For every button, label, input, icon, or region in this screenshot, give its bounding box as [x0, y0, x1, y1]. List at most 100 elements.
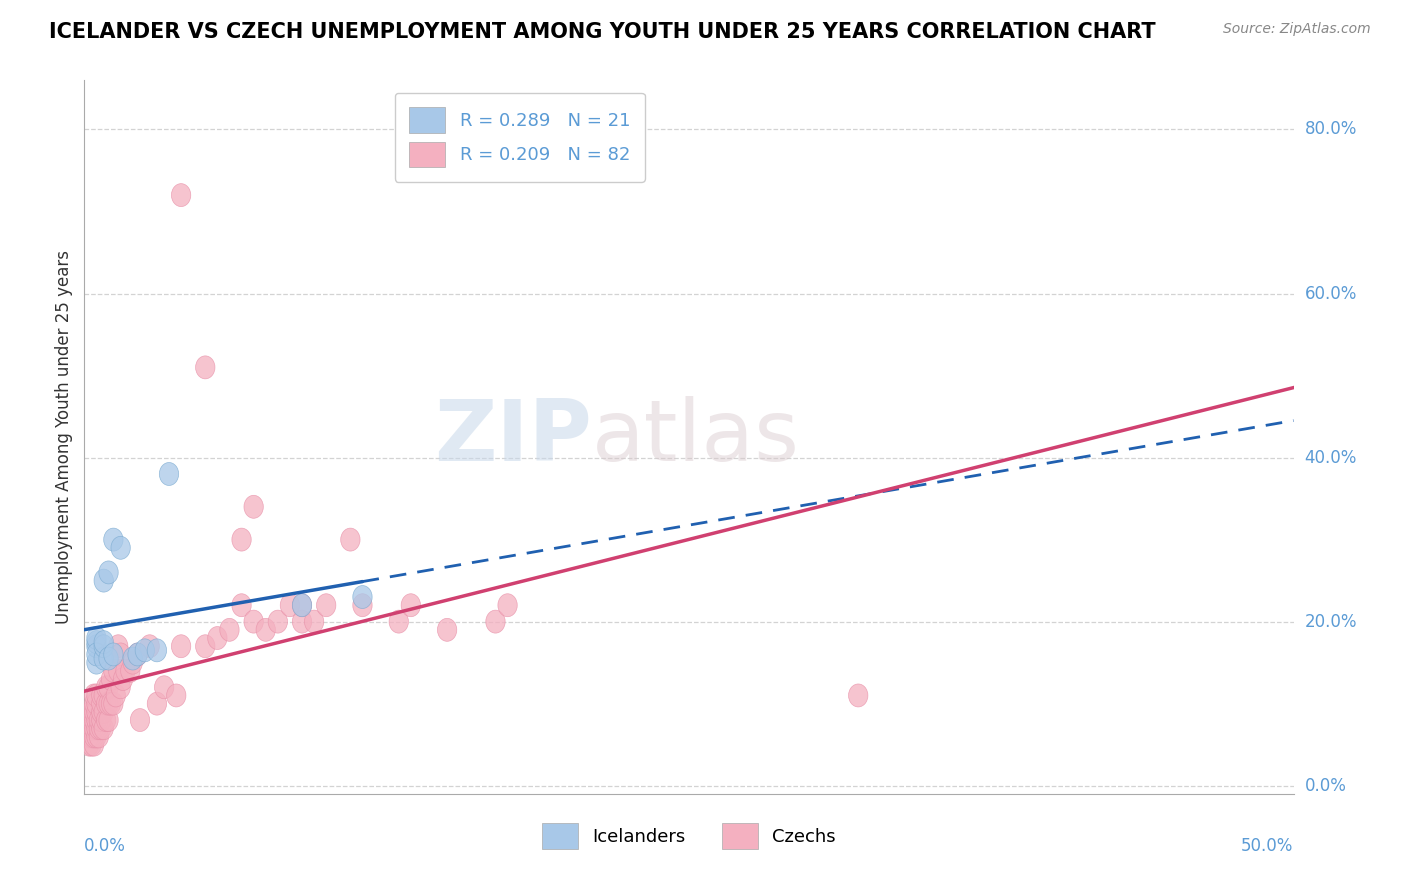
Ellipse shape: [87, 725, 105, 748]
Ellipse shape: [97, 708, 115, 731]
Ellipse shape: [353, 585, 373, 608]
Ellipse shape: [340, 528, 360, 551]
Ellipse shape: [111, 643, 131, 666]
Ellipse shape: [94, 635, 114, 657]
Text: 80.0%: 80.0%: [1305, 120, 1357, 138]
Ellipse shape: [94, 717, 114, 739]
Ellipse shape: [91, 708, 111, 731]
Ellipse shape: [195, 356, 215, 379]
Ellipse shape: [97, 676, 115, 698]
Ellipse shape: [232, 528, 252, 551]
Ellipse shape: [141, 635, 159, 657]
Ellipse shape: [437, 618, 457, 641]
Ellipse shape: [131, 708, 149, 731]
Ellipse shape: [80, 717, 98, 739]
Ellipse shape: [87, 635, 105, 657]
Ellipse shape: [82, 725, 101, 748]
Ellipse shape: [87, 684, 105, 707]
Ellipse shape: [91, 684, 111, 707]
Ellipse shape: [486, 610, 505, 633]
Ellipse shape: [89, 725, 108, 748]
Ellipse shape: [172, 184, 191, 207]
Text: 60.0%: 60.0%: [1305, 285, 1357, 302]
Ellipse shape: [98, 561, 118, 584]
Ellipse shape: [87, 717, 105, 739]
Ellipse shape: [91, 717, 111, 739]
Ellipse shape: [269, 610, 287, 633]
Ellipse shape: [135, 639, 155, 662]
Text: ZIP: ZIP: [434, 395, 592, 479]
Ellipse shape: [91, 700, 111, 723]
Y-axis label: Unemployment Among Youth under 25 years: Unemployment Among Youth under 25 years: [55, 250, 73, 624]
Text: 50.0%: 50.0%: [1241, 837, 1294, 855]
Ellipse shape: [256, 618, 276, 641]
Text: Source: ZipAtlas.com: Source: ZipAtlas.com: [1223, 22, 1371, 37]
Ellipse shape: [87, 643, 105, 666]
Ellipse shape: [292, 594, 312, 616]
Ellipse shape: [98, 647, 118, 670]
Ellipse shape: [292, 610, 312, 633]
Ellipse shape: [245, 610, 263, 633]
Ellipse shape: [82, 700, 101, 723]
Ellipse shape: [94, 684, 114, 707]
Text: 40.0%: 40.0%: [1305, 449, 1357, 467]
Ellipse shape: [353, 594, 373, 616]
Ellipse shape: [104, 528, 124, 551]
Ellipse shape: [316, 594, 336, 616]
Ellipse shape: [305, 610, 323, 633]
Ellipse shape: [108, 635, 128, 657]
Ellipse shape: [82, 733, 101, 756]
Ellipse shape: [104, 643, 124, 666]
Ellipse shape: [87, 692, 105, 715]
Ellipse shape: [121, 659, 141, 682]
Ellipse shape: [124, 647, 142, 670]
Ellipse shape: [94, 569, 114, 592]
Ellipse shape: [849, 684, 868, 707]
Ellipse shape: [87, 631, 105, 654]
Ellipse shape: [105, 684, 125, 707]
Ellipse shape: [89, 708, 108, 731]
Ellipse shape: [87, 700, 105, 723]
Ellipse shape: [111, 676, 131, 698]
Ellipse shape: [159, 463, 179, 485]
Ellipse shape: [87, 626, 105, 649]
Ellipse shape: [84, 717, 104, 739]
Ellipse shape: [98, 692, 118, 715]
Ellipse shape: [87, 651, 105, 674]
Legend: Icelanders, Czechs: Icelanders, Czechs: [534, 816, 844, 856]
Ellipse shape: [101, 667, 121, 690]
Ellipse shape: [84, 684, 104, 707]
Ellipse shape: [219, 618, 239, 641]
Ellipse shape: [87, 708, 105, 731]
Ellipse shape: [195, 635, 215, 657]
Ellipse shape: [98, 708, 118, 731]
Ellipse shape: [91, 692, 111, 715]
Ellipse shape: [104, 692, 124, 715]
Text: 20.0%: 20.0%: [1305, 613, 1357, 631]
Text: 0.0%: 0.0%: [84, 837, 127, 855]
Ellipse shape: [172, 635, 191, 657]
Ellipse shape: [292, 594, 312, 616]
Ellipse shape: [94, 631, 114, 654]
Ellipse shape: [94, 647, 114, 670]
Ellipse shape: [108, 659, 128, 682]
Ellipse shape: [94, 700, 114, 723]
Ellipse shape: [98, 676, 118, 698]
Ellipse shape: [80, 725, 98, 748]
Ellipse shape: [84, 725, 104, 748]
Ellipse shape: [389, 610, 408, 633]
Ellipse shape: [111, 536, 131, 559]
Ellipse shape: [84, 700, 104, 723]
Ellipse shape: [104, 659, 124, 682]
Ellipse shape: [498, 594, 517, 616]
Ellipse shape: [128, 643, 148, 666]
Ellipse shape: [245, 495, 263, 518]
Ellipse shape: [280, 594, 299, 616]
Ellipse shape: [82, 717, 101, 739]
Ellipse shape: [84, 692, 104, 715]
Ellipse shape: [84, 708, 104, 731]
Ellipse shape: [80, 733, 98, 756]
Text: atlas: atlas: [592, 395, 800, 479]
Ellipse shape: [166, 684, 186, 707]
Text: 0.0%: 0.0%: [1305, 777, 1347, 795]
